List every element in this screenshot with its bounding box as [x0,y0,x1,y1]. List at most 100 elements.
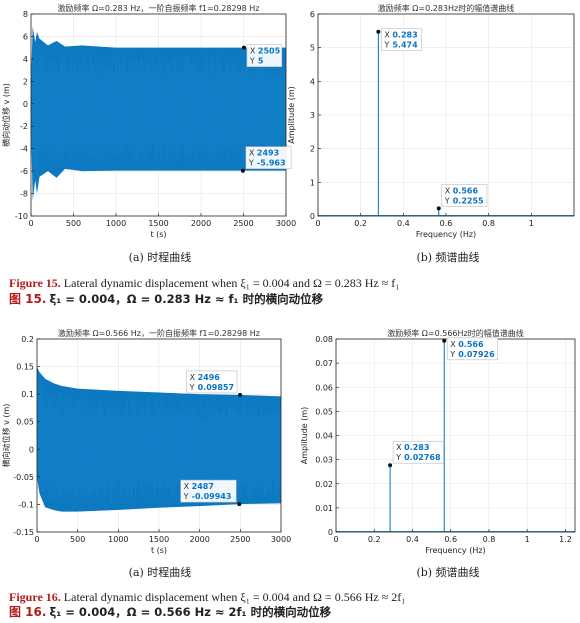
fig15-time-ytick-label-9: 8 [23,10,28,19]
fig16-spec-datatip-xkey-1: X [450,340,456,349]
fig15-spec-ytick-label-6: 6 [310,10,315,19]
fig16-subcaption-a: (a) 时程曲线 [128,566,192,579]
fig16-spec-xtick-label-4: 0.8 [483,535,496,544]
fig15-spec-datatip-box-0 [381,28,422,52]
fig15-spec-datatip-xval-1: 0.566 [453,186,479,195]
fig15-spec-datatip-marker-1 [436,206,441,211]
fig16-spec-datatip-xval-0: 0.283 [404,443,429,452]
fig15-time-xtick-label-6: 3000 [276,219,296,228]
fig16-time-datatip-yval-0: 0.09857 [198,383,234,392]
fig15-spec-xtick-label-0: 0 [315,219,320,228]
fig16-caption-en: Figure 16. Lateral dynamic displacement … [9,590,405,605]
fig15-spec-ytick-label-2: 2 [310,145,315,154]
fig15-spec-ytick-label-1: 1 [310,178,315,187]
fig15-time-datatip-marker-1 [240,168,245,173]
fig15-time-ytick-label-5: 0 [23,100,28,109]
fig15-spec-xtick-label-3: 0.6 [440,219,453,228]
fig15-amplitude-spectrum-chart: 0 0.2 0.4 0.6 0.8 1 0 1 2 3 4 5 6 激励频率 Ω=0.283Hz时的幅值谱… [287,3,575,239]
fig15-caption-cn: 图 15. ξ₁ = 0.004，Ω = 0.283 Hz ≈ f₁ 时的横向动… [9,292,323,307]
fig15-time-ylabel: 横向动位移 v (m) [1,83,11,147]
fig15-spec-ytick-label-0: 0 [310,212,315,221]
fig15-time-history-chart: 0 500 1000 1500 2000 2500 3000 -10 -8 -6 -4 -2 0 2 4 6 8… [1,3,296,239]
fig16-spec-ytick-label-1: 0.01 [315,504,333,513]
fig15-time-xtick-label-2: 1000 [106,219,126,228]
fig16-spec-ytick-label-0: 0 [328,528,333,537]
fig15-caption-cn-text: ξ₁ = 0.004，Ω = 0.283 Hz ≈ f₁ 时的横向动位移 [49,292,324,306]
fig15-spec-datatip-yval-0: 5.474 [392,41,418,50]
fig15-time-xtick-label-5: 2500 [233,219,253,228]
fig15-time-xtick-label-1: 500 [66,219,81,228]
fig15-time-ytick-label-3: -4 [20,145,28,154]
fig16-spec-ytick-label-3: 0.03 [315,456,333,465]
fig15-spec-datatip-ykey-1: Y [444,196,450,205]
fig16-time-ytick-label-7: 0.2 [21,335,34,344]
fig16-spec-ytick-label-8: 0.08 [315,335,333,344]
fig15-caption-en: Figure 15. Lateral dynamic displacement … [9,276,399,291]
fig16-time-ytick-label-1: -0.1 [18,500,34,509]
fig16-time-datatip-yval-1: -0.09943 [192,492,232,501]
fig16-spec-ytick-label-2: 0.02 [315,480,333,489]
fig16-caption-cn-text: ξ₁ = 0.004，Ω = 0.566 Hz ≈ 2f₁ 时的横向动位移 [49,605,332,619]
fig16-spec-ylabel: Amplitude (m) [300,407,309,465]
fig15-spec-xtick-label-4: 0.8 [482,219,495,228]
fig16-time-xtick-label-2: 1000 [108,535,128,544]
fig16-caption-cn-label: 图 16. [9,605,47,619]
fig16-time-datatip-xkey-1: X [184,482,190,491]
fig16-time-history-chart: 0 500 1000 1500 2000 2500 3000 -0.15 -0.1 -0.05 0 0… [1,328,291,555]
fig15-time-datatip-xkey-0: X [250,47,256,56]
fig16-time-title: 激励频率 Ω=0.566 Hz，一阶自振频率 f1=0.28298 Hz [58,328,260,338]
fig15-spec-datatip-ykey-0: Y [383,41,389,50]
fig16-time-ylabel: 横向动位移 v (m) [1,404,11,468]
fig16-time-datatip-ykey-1: Y [183,492,189,501]
fig15-spec-xtick-label-2: 0.4 [397,219,410,228]
fig16-spec-ytick-label-4: 0.04 [315,432,333,441]
fig15-spec-ytick-label-3: 3 [310,111,315,120]
fig16-time-ytick-label-6: 0.15 [16,363,34,372]
fig16-time-datatip-xkey-0: X [190,373,196,382]
fig15-time-ytick-label-2: -6 [20,167,28,176]
fig16-caption-en-label: Figure 16. [9,590,61,604]
fig15-caption-cn-label: 图 15. [9,292,47,306]
fig15-time-ytick-label-7: 4 [23,55,28,64]
fig16-spec-xtick-label-0: 0 [333,535,338,544]
fig16-amplitude-spectrum-chart: 0 0.2 0.4 0.6 0.8 1 1.2 0 0.01 0.02 0.03 0.04 0.05 0.… [300,328,576,555]
fig16-spec-datatip-xkey-0: X [396,443,402,452]
fig15-subcaption-b: (b) 频谱曲线 [416,251,480,264]
fig16-time-datatip-marker-0 [238,392,243,397]
fig16-spec-xtick-label-6: 1.2 [559,535,572,544]
fig16-time-datatip-ykey-0: Y [189,383,195,392]
fig15-spec-ytick-label-5: 5 [310,44,315,53]
fig15-time-datatip-xkey-1: X [249,149,255,158]
fig15-spec-datatip-box-1 [441,184,488,207]
fig16-time-datatip-xval-1: 2487 [192,482,214,491]
fig16-spec-datatip-box-0 [392,440,444,464]
fig16-time-ytick-label-4: 0.05 [16,418,34,427]
fig15-time-datatip-xval-1: 2493 [257,149,279,158]
fig16-time-datatip-box-1 [180,479,237,503]
fig15-time-datatip-marker-0 [241,45,246,50]
fig16-spec-datatip-yval-1: 0.07926 [458,350,495,359]
fig15-time-xlabel: t (s) [150,230,166,239]
fig16-spec-datatip-ykey-0: Y [395,453,401,462]
fig15-time-xtick-label-3: 1500 [148,219,168,228]
fig15-spec-ylabel: Amplitude (m) [287,86,296,144]
fig15-spec-xtick-label-1: 0.2 [354,219,367,228]
fig15-time-datatip-ykey-1: Y [248,159,254,168]
fig16-time-ytick-label-3: 0 [29,445,34,454]
fig15-spec-xlabel: Frequency (Hz) [416,230,476,239]
fig15-time-ytick-label-1: -8 [20,190,28,199]
fig15-time-datatip-ykey-0: Y [249,57,255,66]
fig15-spec-title: 激励频率 Ω=0.283Hz时的幅值谱曲线 [378,3,514,13]
fig16-spec-xtick-label-2: 0.4 [406,535,419,544]
fig16-caption-en-text: Lateral dynamic displacement when ξ₁ = 0… [63,590,406,604]
fig16-time-ytick-label-5: 0.1 [21,390,34,399]
fig16-time-xtick-label-4: 2000 [189,535,209,544]
fig15-time-datatip-yval-0: 5 [258,57,264,66]
fig16-caption-cn: 图 16. ξ₁ = 0.004，Ω = 0.566 Hz ≈ 2f₁ 时的横向… [9,605,331,620]
fig16-spec-ytick-label-6: 0.06 [315,383,333,392]
fig15-spec-ytick-label-4: 4 [310,77,315,86]
fig15-time-datatip-box-0 [246,44,283,67]
fig16-time-xtick-label-0: 0 [34,535,39,544]
fig16-spec-datatip-marker-0 [388,463,393,468]
fig16-time-xtick-label-5: 2500 [230,535,250,544]
